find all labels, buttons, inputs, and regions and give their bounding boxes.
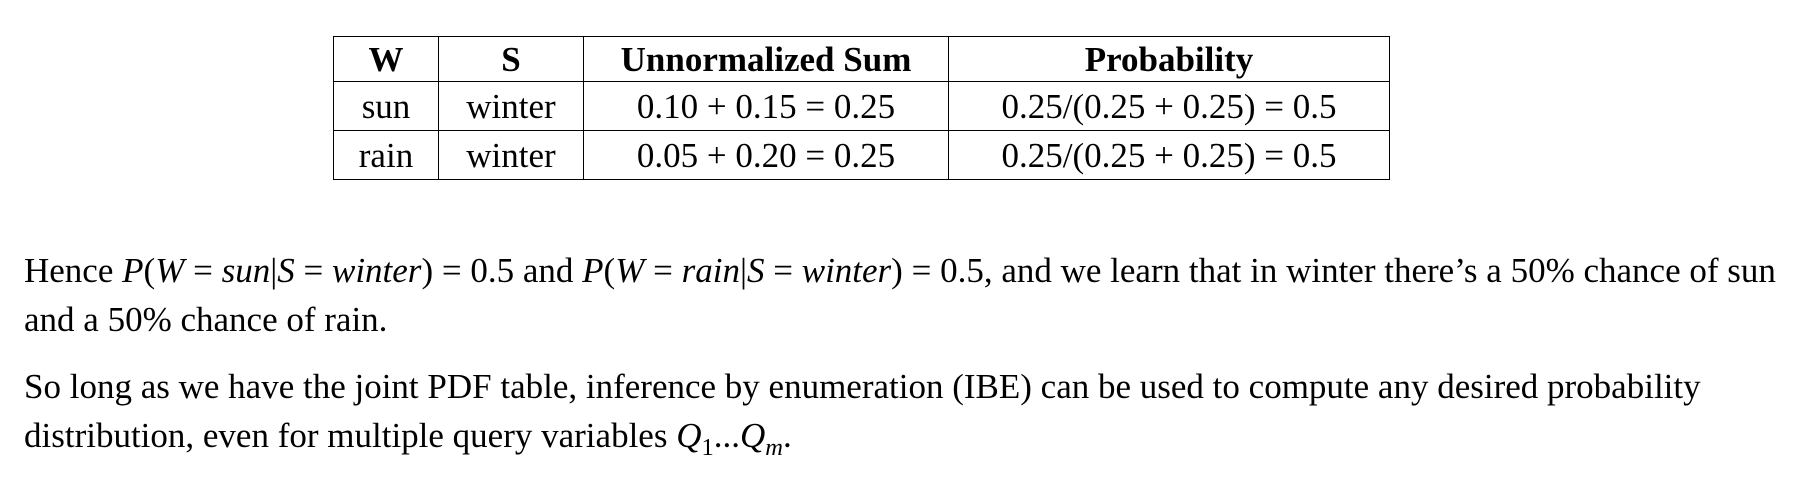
math-val-rain: rain [681,251,740,290]
table-header-row: W S Unnormalized Sum Probability [333,36,1390,82]
and-text: and [514,251,583,290]
math-result: = 0.5 [902,251,984,290]
period: . [782,416,792,455]
cell-s: winter [438,130,584,180]
math-cond-winter: winter [801,251,892,290]
math-eq: = [294,251,332,290]
cell-s: winter [438,81,584,131]
math-paren: ( [143,251,156,290]
query-variables-expression: Q1...Qm [676,416,783,460]
ibe-text: So long as we have the joint PDF table, … [24,367,1701,455]
cell-unnormalized-sum: 0.05 + 0.20 = 0.25 [583,130,949,180]
header-w: W [333,36,439,82]
hence-text: Hence [24,251,114,290]
math-bar: | [739,251,747,290]
cell-w: rain [333,130,439,180]
math-bar: | [270,251,278,290]
header-probability: Probability [948,36,1390,82]
math-result: = 0.5 [433,251,515,290]
cell-w: sun [333,81,439,131]
math-paren: ) [421,251,434,290]
cell-probability: 0.25/(0.25 + 0.25) = 0.5 [948,81,1390,131]
math-var-s: S [746,251,765,290]
math-p: P [122,251,144,290]
cell-probability: 0.25/(0.25 + 0.25) = 0.5 [948,130,1390,180]
header-unnormalized-sum: Unnormalized Sum [583,36,949,82]
probability-table: W S Unnormalized Sum Probability sun win… [333,36,1390,180]
math-subscript-1: 1 [701,434,714,461]
conclusion-rest-text: , and we learn that in winter there’s a … [24,251,1776,339]
math-eq: = [764,251,802,290]
math-var-w: W [155,251,185,290]
math-eq: = [644,251,682,290]
math-cond-winter: winter [331,251,422,290]
math-var-s: S [277,251,295,290]
table-row: rain winter 0.05 + 0.20 = 0.25 0.25/(0.2… [333,130,1390,180]
paragraph-ibe: So long as we have the joint PDF table, … [24,362,1784,460]
math-p: P [582,251,604,290]
expression-p-sun-given-winter: P(W = sun|S = winter) = 0.5 [122,251,514,290]
math-ellipsis: ... [713,416,740,455]
math-q: Q [739,416,766,455]
table-row: sun winter 0.10 + 0.15 = 0.25 0.25/(0.25… [333,81,1390,131]
math-paren: ( [603,251,616,290]
math-paren: ) [891,251,903,290]
header-s: S [438,36,584,82]
math-q: Q [676,416,702,455]
math-eq: = [184,251,222,290]
math-val-sun: sun [221,251,271,290]
cell-unnormalized-sum: 0.10 + 0.15 = 0.25 [583,81,949,131]
expression-p-rain-given-winter: P(W = rain|S = winter) = 0.5 [582,251,984,290]
math-var-w: W [615,251,645,290]
math-subscript-m: m [765,434,783,461]
paragraph-conclusion: Hence P(W = sun|S = winter) = 0.5 and P(… [24,246,1784,344]
probability-table-container: W S Unnormalized Sum Probability sun win… [333,36,1390,180]
